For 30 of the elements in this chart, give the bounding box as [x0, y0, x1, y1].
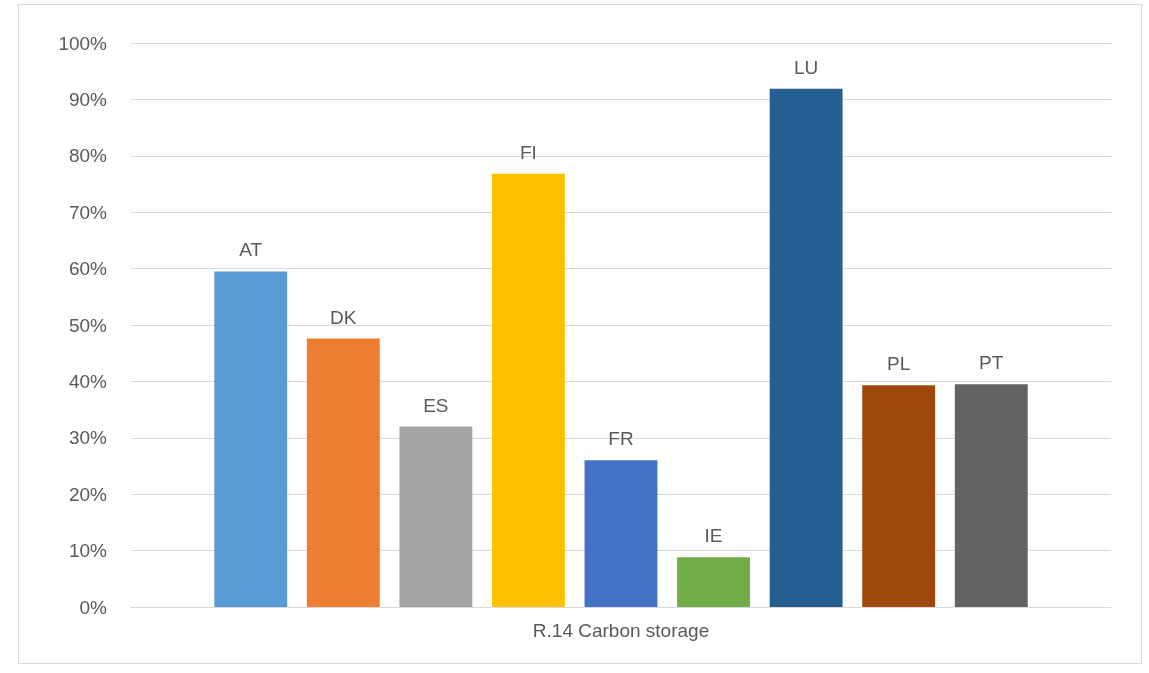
y-tick-label: 10%	[68, 540, 108, 562]
bar	[491, 173, 565, 607]
series-label: ES	[423, 394, 449, 416]
series-label: LU	[793, 56, 819, 78]
y-tick-label: 70%	[68, 201, 108, 223]
y-tick-label: 50%	[68, 314, 108, 336]
y-tick-label: 30%	[68, 427, 108, 449]
y-tick-label: 20%	[68, 483, 108, 505]
y-tick-label: 40%	[68, 370, 108, 392]
series-label: IE	[704, 525, 723, 547]
bar	[399, 426, 473, 607]
series-label: FI	[519, 141, 537, 163]
bar	[954, 384, 1028, 607]
x-tick-label: R.14 Carbon storage	[532, 620, 710, 641]
series-label: PT	[979, 352, 1004, 374]
bar	[584, 460, 658, 607]
series-label: FR	[608, 428, 634, 450]
y-tick-label: 90%	[68, 88, 108, 110]
series-label: AT	[239, 239, 263, 261]
y-tick-label: 0%	[79, 596, 108, 618]
y-tick-label: 60%	[68, 258, 108, 280]
series-label: DK	[330, 306, 357, 328]
series-label: PL	[887, 353, 911, 375]
bar	[306, 338, 380, 607]
bar	[769, 88, 843, 607]
bar	[214, 271, 288, 607]
y-tick-label: 100%	[58, 32, 108, 54]
y-tick-label: 80%	[68, 145, 108, 167]
bar	[677, 557, 751, 607]
bar	[862, 385, 936, 607]
